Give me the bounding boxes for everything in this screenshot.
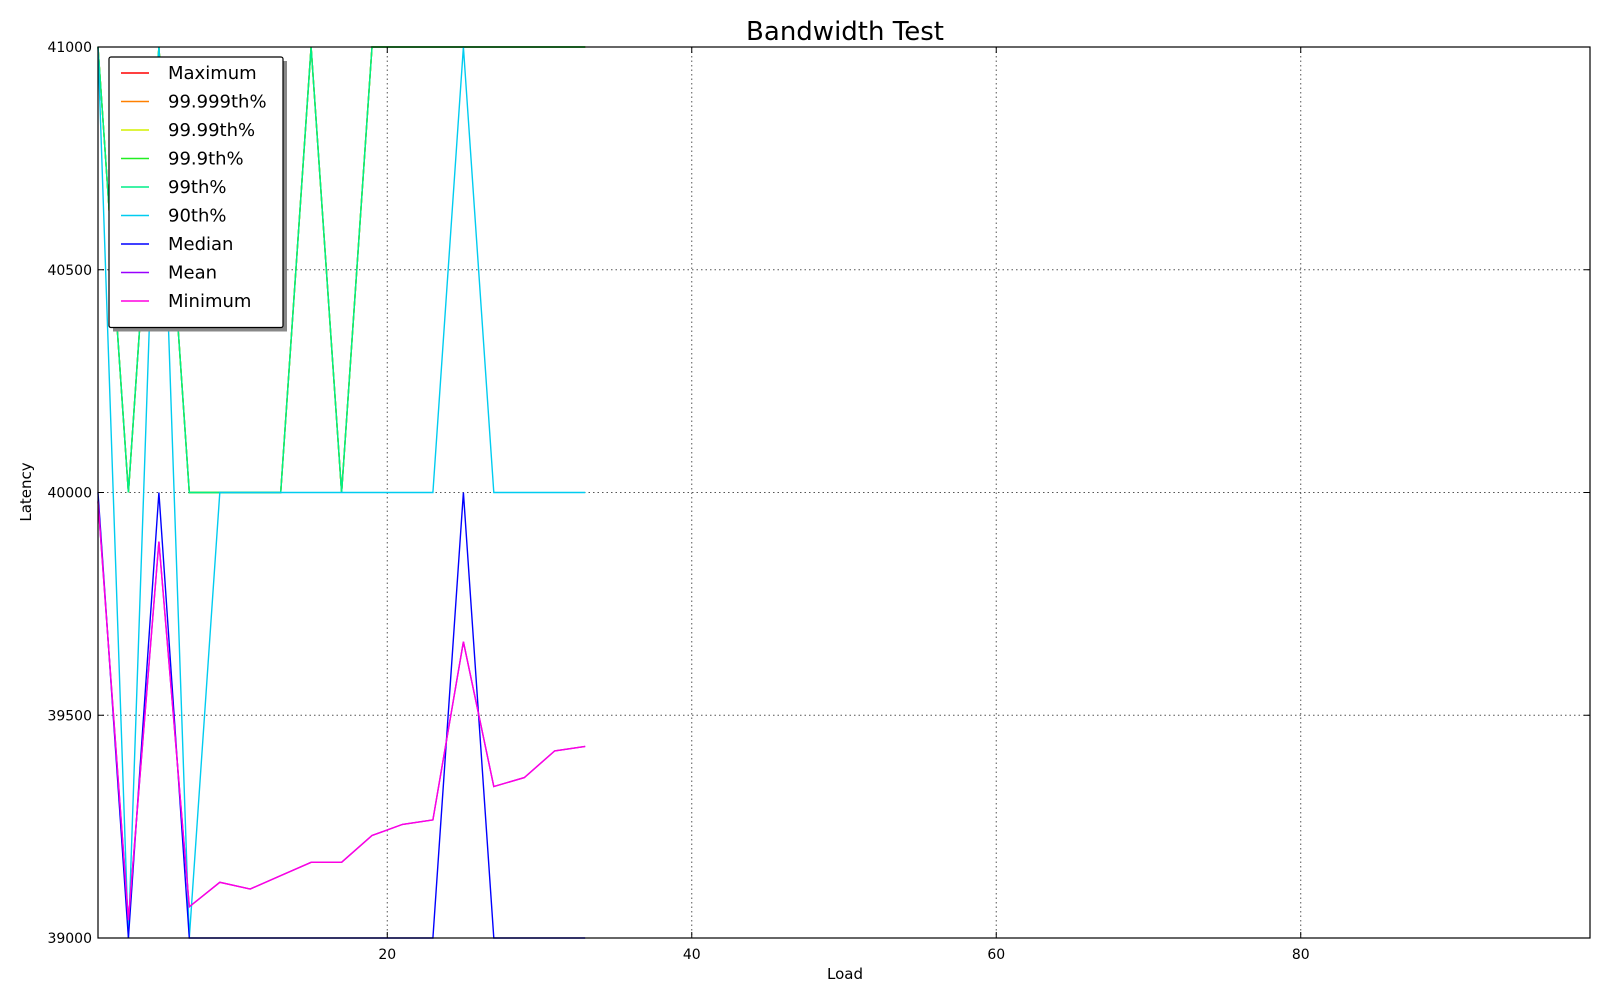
y-tick-label: 39000 xyxy=(47,931,92,947)
legend: Maximum 99.999th% 99.99th% 99.9th% 99th% 90th… xyxy=(108,56,287,332)
series-line-90th xyxy=(97,46,586,939)
axis-ticks: 20 40 60 80 39000 39500 40000 40500 41000 xyxy=(47,40,1590,963)
y-tick-label: 41000 xyxy=(47,40,92,56)
y-tick-label: 40000 xyxy=(47,486,92,502)
legend-label-maximum: Maximum xyxy=(168,63,257,84)
x-tick-label: 80 xyxy=(1292,947,1310,963)
legend-label-99-999th: 99.999th% xyxy=(168,92,267,113)
y-tick-label: 40500 xyxy=(47,263,92,279)
legend-label-99-9th: 99.9th% xyxy=(168,149,244,170)
legend-label-mean: Mean xyxy=(168,263,217,284)
x-tick-label: 40 xyxy=(683,947,701,963)
series-line-minimum xyxy=(97,501,586,921)
x-axis-title: Load xyxy=(827,965,863,983)
legend-label-90th: 90th% xyxy=(168,206,226,227)
y-axis-title: Latency xyxy=(17,462,35,521)
legend-label-99-99th: 99.99th% xyxy=(168,120,255,141)
y-tick-label: 39500 xyxy=(47,708,92,724)
legend-label-median: Median xyxy=(168,234,233,255)
x-tick-label: 60 xyxy=(987,947,1005,963)
legend-label-minimum: Minimum xyxy=(168,291,251,312)
chart-title: Bandwidth Test xyxy=(746,17,944,47)
series-line-mean xyxy=(97,501,586,921)
x-tick-label: 20 xyxy=(378,947,396,963)
legend-box xyxy=(108,56,284,329)
legend-label-99th: 99th% xyxy=(168,177,226,198)
